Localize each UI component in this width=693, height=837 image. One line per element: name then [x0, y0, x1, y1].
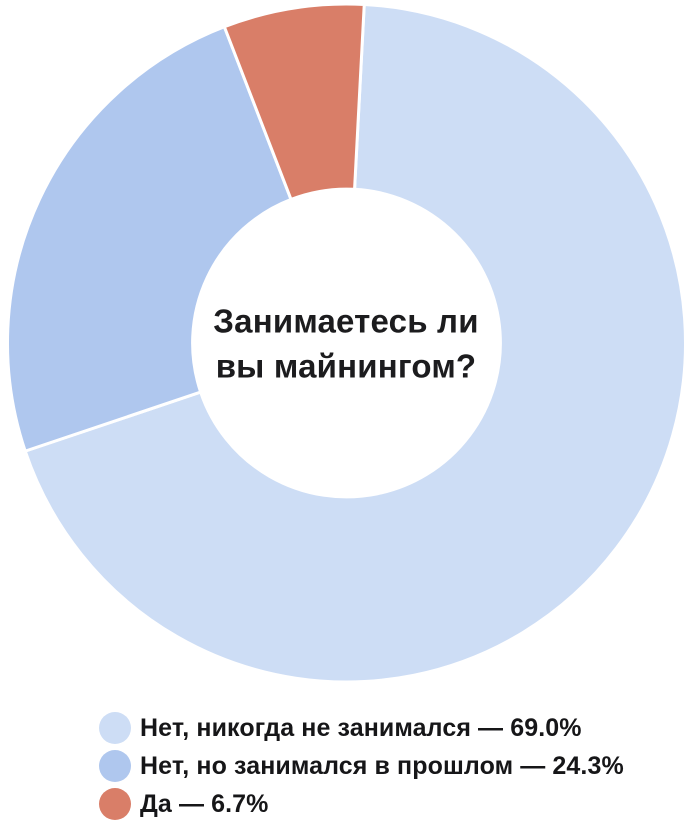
legend-label: Нет, никогда не занимался — 69.0%: [140, 713, 582, 742]
donut-slice: [222, 2, 366, 201]
legend-swatch-circle: [99, 750, 131, 782]
donut-slice: [6, 25, 293, 453]
donut-slice: [23, 2, 687, 684]
chart-title: Занимаетесь ли вы майнингом?: [213, 302, 479, 384]
legend-label: Нет, но занимался в прошлом — 24.3%: [140, 751, 624, 780]
donut-chart: [6, 2, 687, 684]
legend-item: Да — 6.7%: [99, 788, 624, 820]
donut-chart-area: Занимаетесь ли вы майнингом?: [6, 2, 687, 684]
legend-item: Нет, никогда не занимался — 69.0%: [99, 712, 624, 744]
legend-swatch-circle: [99, 712, 131, 744]
legend-label: Да — 6.7%: [140, 789, 269, 818]
legend: Нет, никогда не занимался — 69.0% Нет, н…: [99, 712, 624, 820]
legend-item: Нет, но занимался в прошлом — 24.3%: [99, 750, 624, 782]
legend-swatch-circle: [99, 788, 131, 820]
